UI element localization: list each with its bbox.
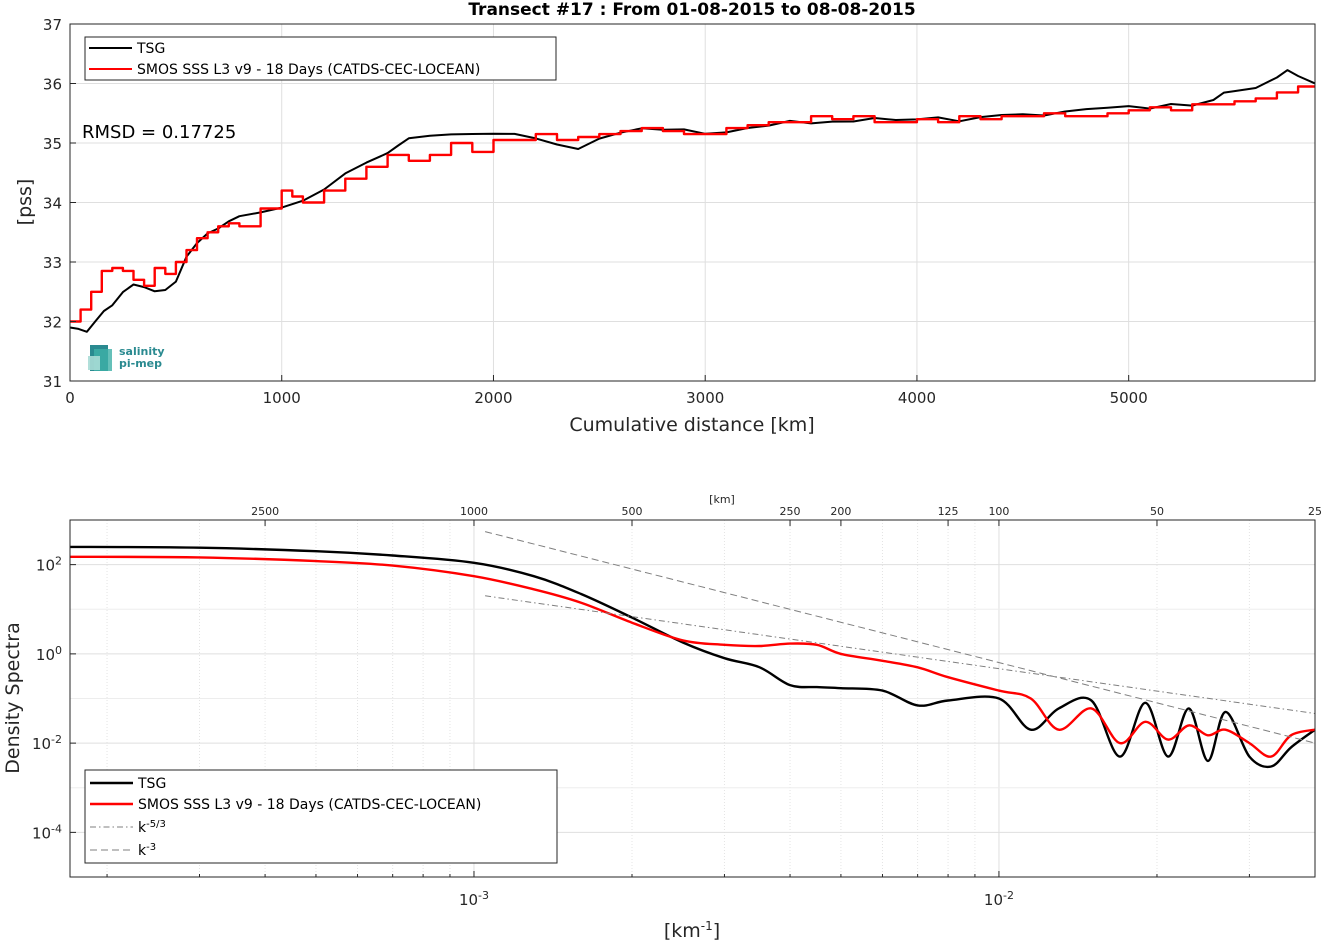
y-tick-label: 10-4 <box>32 822 62 843</box>
tsg-spectrum-line <box>69 545 1316 769</box>
top-tick-label: 100 <box>988 505 1009 518</box>
x-tick-label: 3000 <box>686 389 724 407</box>
top-axis-label: [km] <box>709 493 735 506</box>
top-tick-label: 125 <box>938 505 959 518</box>
logo-text-salinity: salinity <box>119 345 165 358</box>
bottom-x-axis-label: [km-1] <box>664 919 720 942</box>
y-tick-label: 34 <box>43 195 62 213</box>
y-axis-label: [pss] <box>14 179 36 226</box>
top-tick-label: 2500 <box>251 505 279 518</box>
k53-reference-line <box>485 595 1316 714</box>
legend-smos-label: SMOS SSS L3 v9 - 18 Days (CATDS-CEC-LOCE… <box>137 62 480 78</box>
y-tick-label: 33 <box>43 254 62 272</box>
x-axis-label: Cumulative distance [km] <box>569 414 814 436</box>
smos-spectrum-line <box>69 555 1316 758</box>
y-tick-label: 31 <box>43 373 62 391</box>
legend-smos-label-bottom: SMOS SSS L3 v9 - 18 Days (CATDS-CEC-LOCE… <box>138 797 481 813</box>
top-tick-label: 25 <box>1308 505 1322 518</box>
x-tick-label: 0 <box>65 389 75 407</box>
y-tick-label: 35 <box>43 135 62 153</box>
top-tick-label: 500 <box>622 505 643 518</box>
top-tick-label: 250 <box>780 505 801 518</box>
x-tick-label: 4000 <box>898 389 936 407</box>
bottom-plot-frame <box>69 519 1316 878</box>
x-tick-label: 2000 <box>474 389 512 407</box>
top-tick-label: 200 <box>830 505 851 518</box>
salinity-transect-panel: Transect #17 : From 01-08-2015 to 08-08-… <box>14 0 1316 436</box>
y-tick-label: 10-2 <box>32 733 62 754</box>
chart-title: Transect #17 : From 01-08-2015 to 08-08-… <box>468 0 915 20</box>
legend-tsg-label: TSG <box>136 41 165 57</box>
x-tick-label: 10-3 <box>459 889 489 910</box>
logo-text-pi-mep: pi-mep <box>119 357 162 370</box>
top-tick-label: 1000 <box>460 505 488 518</box>
x-tick-label: 5000 <box>1110 389 1148 407</box>
x-tick-label: 1000 <box>263 389 301 407</box>
spectra-panel: 10-4 10-2 100 102 10-3 10-2 2500 1000 500 250 200 1… <box>2 493 1322 942</box>
y-tick-label: 37 <box>43 16 62 34</box>
y-tick-label: 32 <box>43 314 62 332</box>
y-tick-label: 36 <box>43 76 62 94</box>
top-legend: TSG SMOS SSS L3 v9 - 18 Days (CATDS-CEC-… <box>84 36 557 81</box>
bottom-legend: TSG SMOS SSS L3 v9 - 18 Days (CATDS-CEC-… <box>84 769 558 864</box>
salinity-pi-mep-logo: salinity pi-mep <box>88 345 165 371</box>
legend-tsg-label-bottom: TSG <box>137 776 166 792</box>
top-tick-label: 50 <box>1150 505 1164 518</box>
y-tick-label: 102 <box>36 554 62 575</box>
smos-series-line <box>70 85 1315 323</box>
rmsd-annotation: RMSD = 0.17725 <box>82 122 236 143</box>
x-tick-label: 10-2 <box>984 889 1014 910</box>
y-tick-label: 100 <box>36 643 62 664</box>
bottom-y-axis-label: Density Spectra <box>2 622 24 773</box>
